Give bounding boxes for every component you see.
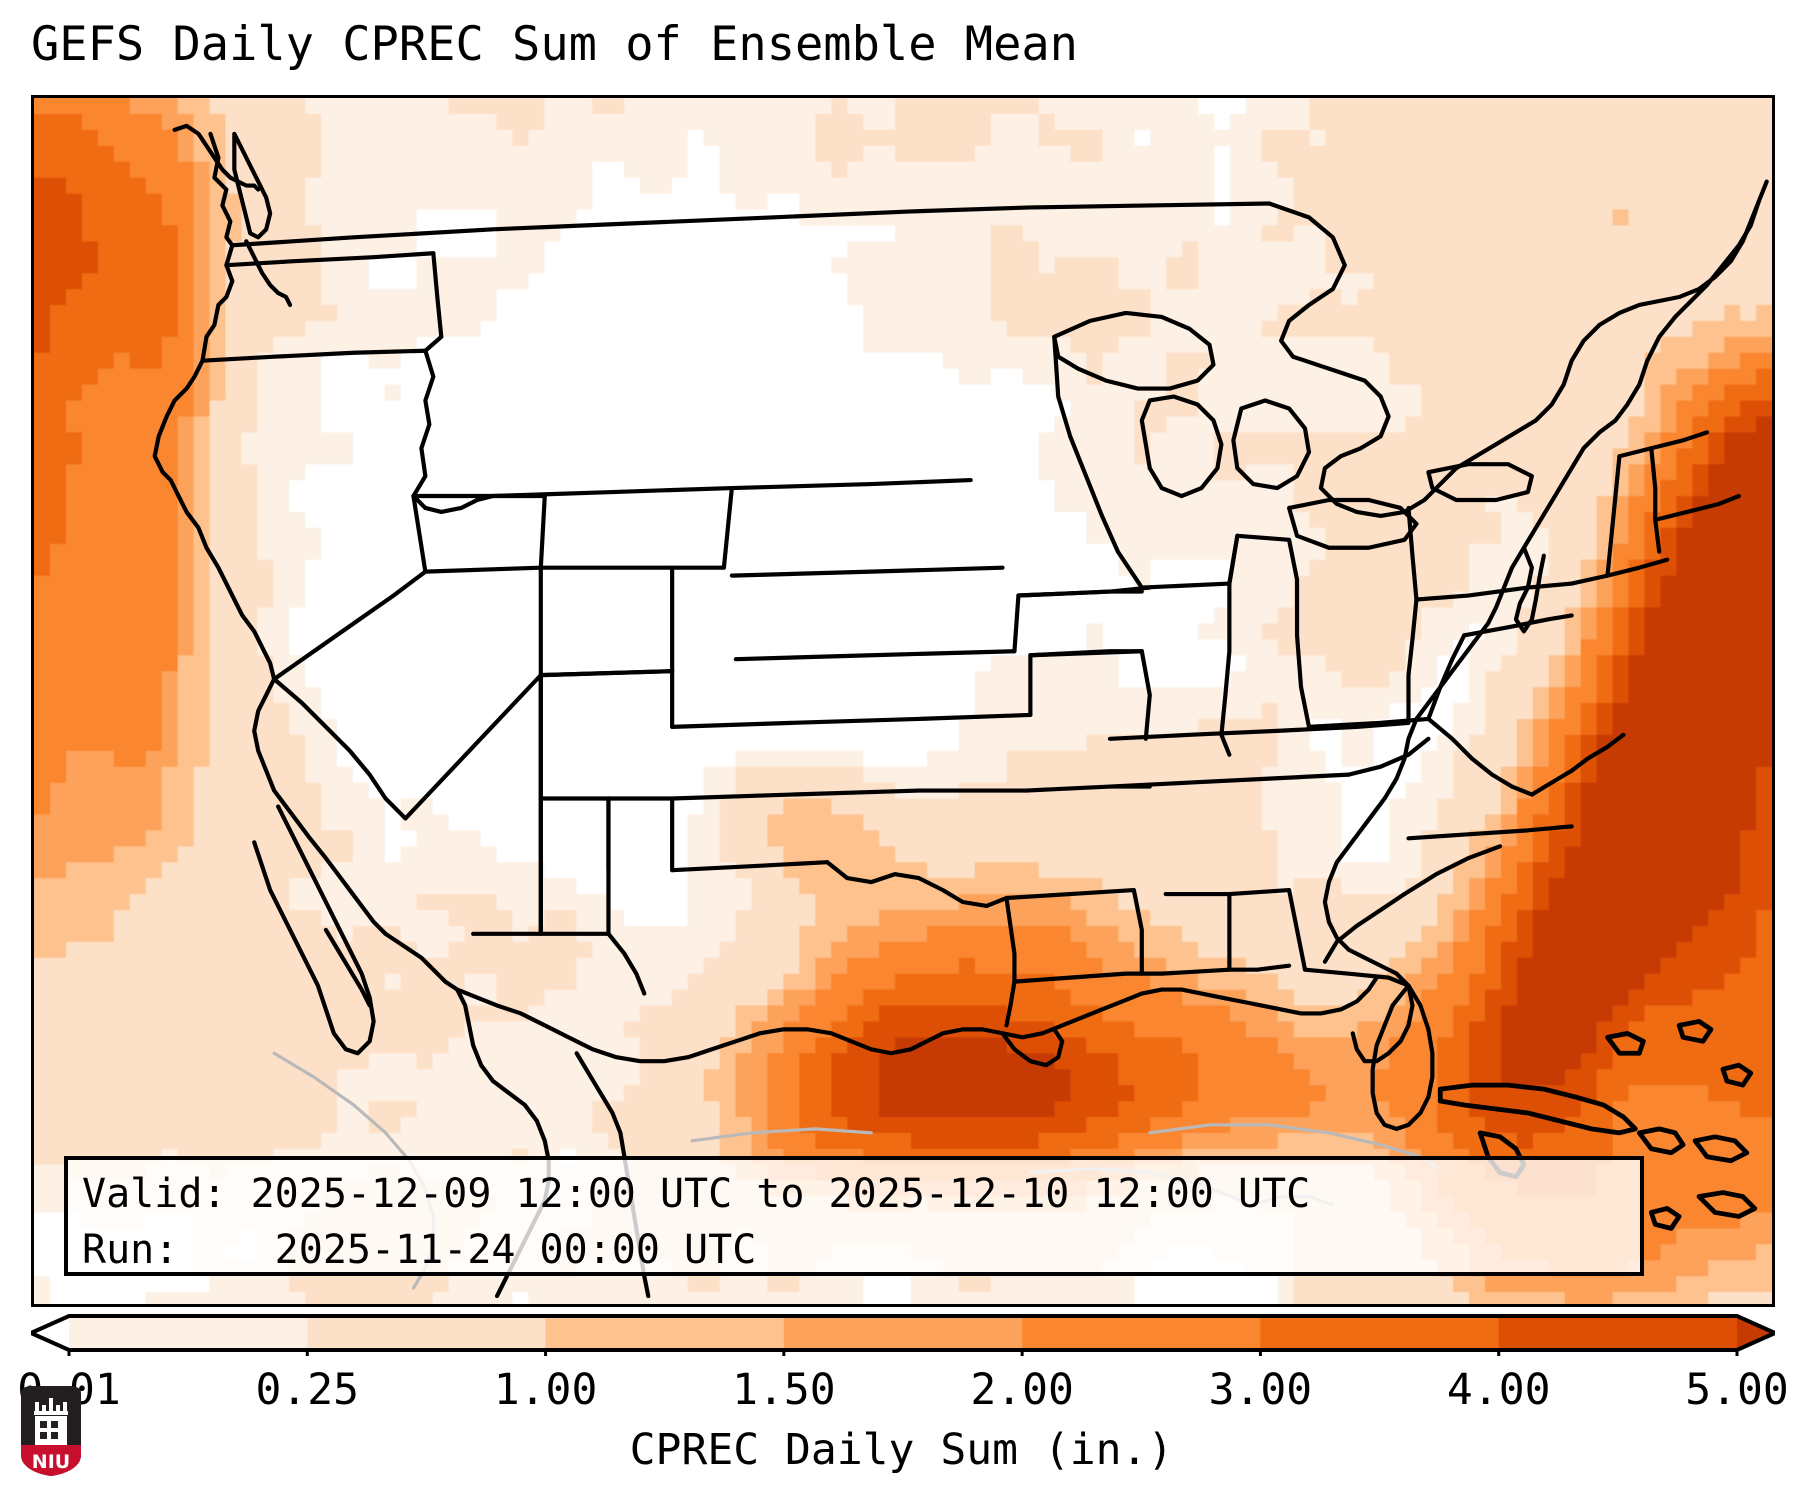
- colorbar-tick-label: 5.00: [1685, 1365, 1789, 1415]
- precipitation-heatmap: [34, 98, 1772, 1304]
- valid-run-info-box: Valid: 2025-12-09 12:00 UTC to 2025-12-1…: [64, 1156, 1644, 1276]
- colorbar: [31, 1310, 1775, 1356]
- niu-logo-text: NIU: [32, 1451, 70, 1473]
- colorbar-tick-label: 1.50: [732, 1365, 836, 1415]
- colorbar-axis-label: CPREC Daily Sum (in.): [629, 1425, 1174, 1475]
- map-panel: [31, 95, 1775, 1307]
- niu-logo: NIU: [18, 1383, 84, 1479]
- page-title: GEFS Daily CPREC Sum of Ensemble Mean: [31, 17, 1078, 72]
- colorbar-tick-label: 3.00: [1208, 1365, 1313, 1415]
- map-boundaries-overlay: [152, 123, 1769, 1299]
- valid-time-line: Valid: 2025-12-09 12:00 UTC to 2025-12-1…: [82, 1171, 1311, 1217]
- colorbar-tick-label: 1.00: [493, 1365, 598, 1415]
- colorbar-tick-label: 2.00: [970, 1365, 1074, 1415]
- niu-shield-icon: NIU: [21, 1386, 81, 1476]
- colorbar-tick-label: 0.25: [255, 1365, 360, 1415]
- run-time-line: Run: 2025-11-24 00:00 UTC: [82, 1227, 757, 1273]
- colorbar-svg: [31, 1314, 1775, 1356]
- colorbar-tick-labels: 0.010.251.001.502.003.004.005.00: [0, 1365, 1803, 1417]
- colorbar-tick-label: 4.00: [1446, 1365, 1551, 1415]
